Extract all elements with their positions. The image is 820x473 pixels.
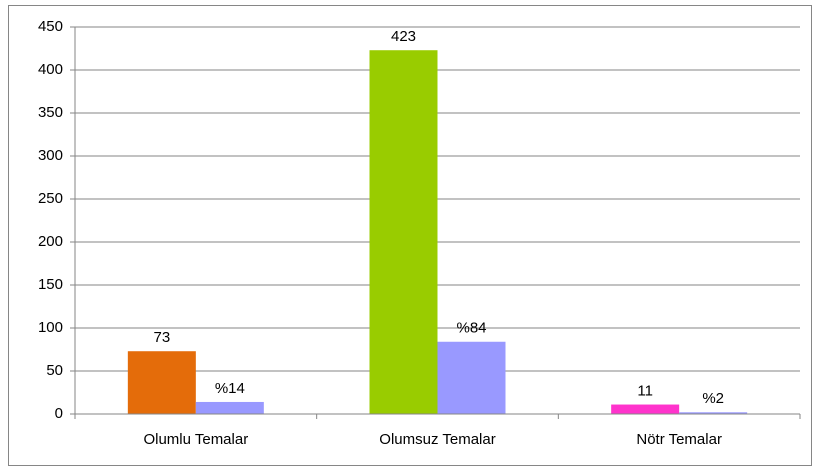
data-label: %2 <box>702 390 724 407</box>
x-tick-label: Olumlu Temalar <box>143 431 248 448</box>
data-label: %14 <box>215 380 245 397</box>
y-tick-label: 450 <box>38 18 63 35</box>
y-tick-label: 200 <box>38 233 63 250</box>
y-tick-label: 350 <box>38 104 63 121</box>
x-tick-label: Nötr Temalar <box>636 431 722 448</box>
data-label: %84 <box>456 320 486 337</box>
bar <box>611 404 680 414</box>
y-tick-label: 250 <box>38 190 63 207</box>
y-tick-label: 150 <box>38 276 63 293</box>
bar <box>127 351 196 414</box>
bar <box>369 50 438 414</box>
y-tick-label: 50 <box>46 362 63 379</box>
bar <box>437 341 506 414</box>
y-tick-label: 400 <box>38 61 63 78</box>
y-tick-label: 0 <box>55 405 63 422</box>
bar <box>195 401 264 414</box>
data-label: 73 <box>153 329 170 346</box>
x-tick-label: Olumsuz Temalar <box>379 431 495 448</box>
data-label: 423 <box>391 28 416 45</box>
y-tick-label: 100 <box>38 319 63 336</box>
bar <box>679 412 748 414</box>
data-label: 11 <box>637 383 653 400</box>
y-tick-label: 300 <box>38 147 63 164</box>
